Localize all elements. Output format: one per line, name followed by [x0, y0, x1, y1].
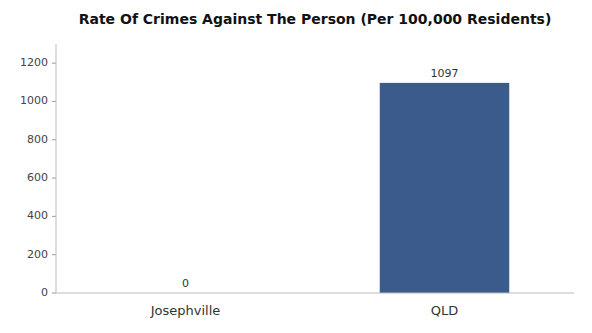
y-tick [52, 178, 56, 179]
y-tick [52, 63, 56, 64]
y-tick-label: 0 [41, 286, 48, 299]
y-tick [52, 101, 56, 102]
y-tick [52, 293, 56, 294]
y-tick [52, 216, 56, 217]
y-tick-label: 200 [27, 248, 48, 261]
y-tick-label: 1200 [20, 56, 48, 69]
x-axis-line [56, 293, 574, 294]
x-tick-label: Josephville [150, 303, 221, 318]
y-tick [52, 254, 56, 255]
y-tick [52, 139, 56, 140]
x-tick-label: QLD [431, 303, 459, 318]
chart-container: Rate Of Crimes Against The Person (Per 1… [0, 0, 592, 333]
bars [380, 83, 510, 293]
y-tick-label: 400 [27, 209, 48, 222]
y-tick-label: 600 [27, 171, 48, 184]
background [0, 0, 592, 333]
y-tick-label: 800 [27, 133, 48, 146]
data-label: 0 [182, 277, 189, 290]
y-tick-label: 1000 [20, 94, 48, 107]
y-axis-line [56, 44, 57, 293]
bar [380, 83, 510, 293]
title: Rate Of Crimes Against The Person (Per 1… [79, 11, 552, 27]
data-label: 1097 [431, 67, 459, 80]
chart-svg: Rate Of Crimes Against The Person (Per 1… [0, 0, 592, 333]
